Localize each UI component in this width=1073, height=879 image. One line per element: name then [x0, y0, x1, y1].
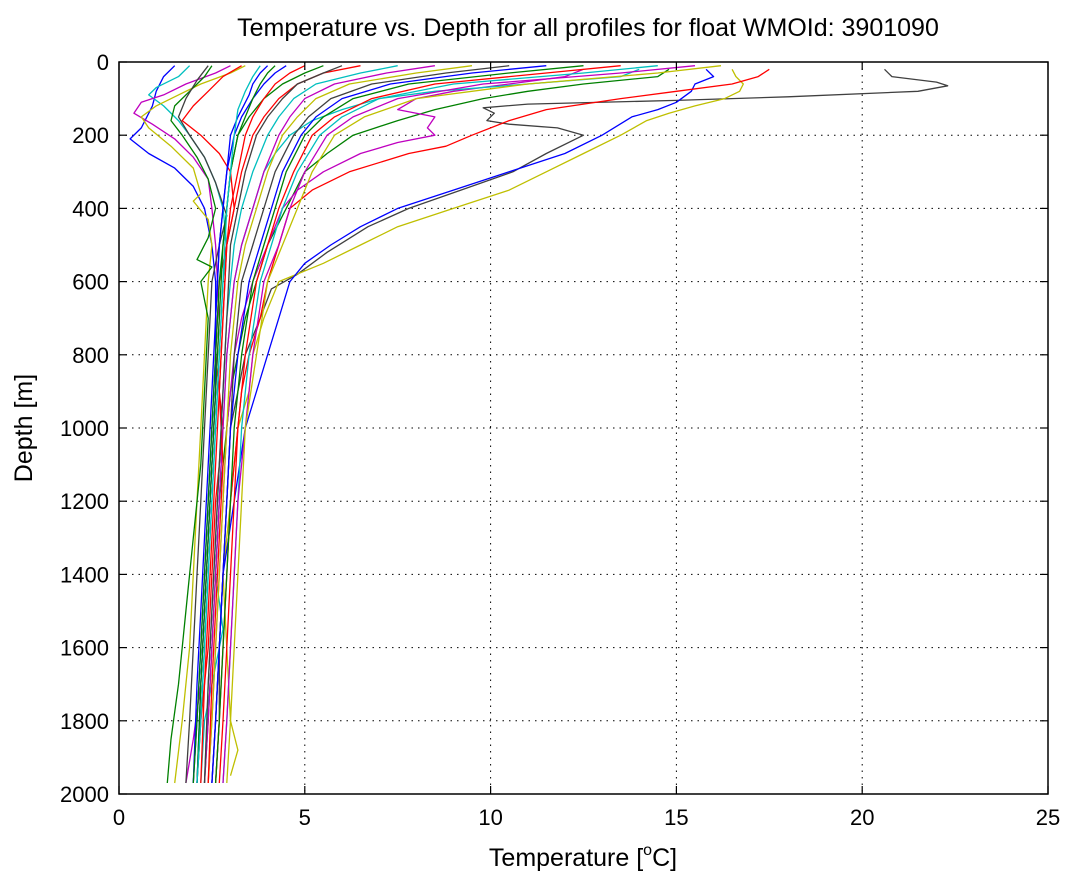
y-axis-label: Depth [m]: [10, 374, 38, 482]
y-tick-label: 600: [72, 270, 109, 295]
grid: [119, 62, 1048, 794]
profile-line-22: [211, 65, 547, 784]
profile-line-29: [192, 65, 276, 784]
profile-line-3: [211, 68, 715, 784]
x-tick-label: 25: [1036, 805, 1060, 830]
y-tick-label: 1000: [60, 416, 109, 441]
y-tick-label: 1600: [60, 636, 109, 661]
y-tick-label: 1800: [60, 709, 109, 734]
x-tick-label: 0: [113, 805, 125, 830]
profile-line-31: [203, 65, 343, 784]
y-tick-label: 800: [72, 343, 109, 368]
x-tick-label: 10: [478, 805, 502, 830]
y-axis: 0 200 400 600 800 1000 1200 1400 1600 1800 2000: [60, 50, 1048, 807]
series-layer: [129, 65, 949, 784]
x-tick-label: 5: [299, 805, 311, 830]
profile-line-11: [140, 65, 246, 784]
profile-line-12: [166, 65, 217, 784]
y-tick-label: 0: [97, 50, 109, 75]
x-axis-label: Temperature [oC]: [489, 842, 677, 872]
x-axis-label-text: Temperature [: [489, 844, 643, 872]
y-tick-label: 400: [72, 196, 109, 221]
x-axis: 0 5 10 15 20 25: [113, 62, 1060, 830]
profile-line-28: [192, 65, 287, 784]
profile-line-30: [207, 65, 306, 784]
y-tick-label: 2000: [60, 782, 109, 807]
x-axis-label-superscript: o: [643, 842, 652, 859]
x-tick-label: 20: [850, 805, 874, 830]
x-tick-label: 15: [664, 805, 688, 830]
profile-line-17: [200, 65, 361, 784]
y-tick-label: 1200: [60, 489, 109, 514]
profile-line-23: [214, 65, 584, 784]
chart-title: Temperature vs. Depth for all profiles f…: [237, 14, 939, 42]
profile-line-32: [196, 65, 261, 784]
y-tick-label: 200: [72, 123, 109, 148]
profile-line-26: [222, 65, 696, 784]
y-tick-label: 1400: [60, 562, 109, 587]
profile-line-24: [218, 65, 621, 784]
profile-line-2: [222, 68, 744, 776]
profile-line-19: [203, 65, 435, 784]
x-axis-label-unit: C]: [652, 844, 677, 872]
profile-line-20: [207, 65, 473, 784]
profile-line-27: [226, 65, 722, 784]
